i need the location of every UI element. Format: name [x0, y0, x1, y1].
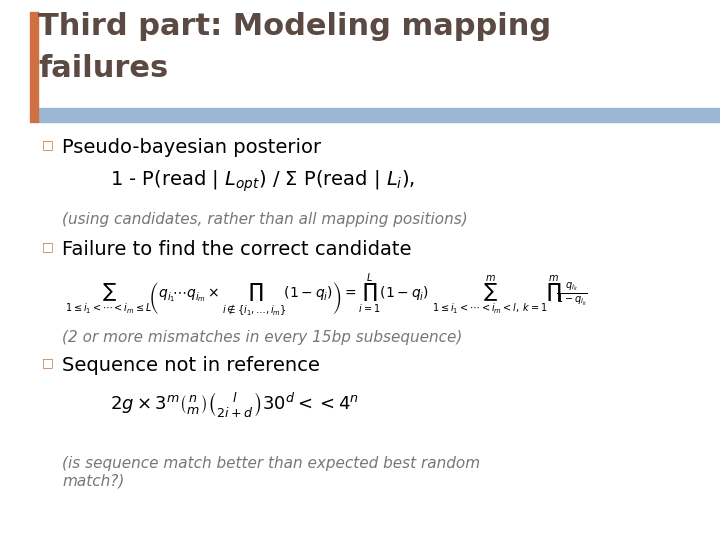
- Text: □: □: [42, 240, 54, 253]
- Bar: [38, 108, 720, 122]
- Text: Failure to find the correct candidate: Failure to find the correct candidate: [62, 240, 412, 259]
- Text: failures: failures: [38, 54, 168, 83]
- Text: (2 or more mismatches in every 15bp subsequence): (2 or more mismatches in every 15bp subs…: [62, 330, 462, 345]
- Text: □: □: [42, 356, 54, 369]
- Text: Third part: Modeling mapping: Third part: Modeling mapping: [38, 12, 551, 41]
- Text: Pseudo-bayesian posterior: Pseudo-bayesian posterior: [62, 138, 321, 157]
- Text: $\sum_{1\leq i_1<\cdots<i_m\leq L}\!\left(q_{i_1}\!\cdots q_{i_m}\times\prod_{i\: $\sum_{1\leq i_1<\cdots<i_m\leq L}\!\lef…: [65, 272, 588, 319]
- Bar: [30, 12, 38, 122]
- Text: □: □: [42, 138, 54, 151]
- Text: $2g\times 3^m\binom{n}{m}\binom{l}{2i+d}30^d << 4^n$: $2g\times 3^m\binom{n}{m}\binom{l}{2i+d}…: [110, 390, 359, 419]
- Text: 1 - P(read | $L_{opt}$) / $\Sigma$ P(read | $L_i$),: 1 - P(read | $L_{opt}$) / $\Sigma$ P(rea…: [110, 168, 415, 193]
- Text: (is sequence match better than expected best random
match?): (is sequence match better than expected …: [62, 456, 480, 488]
- Text: Sequence not in reference: Sequence not in reference: [62, 356, 320, 375]
- Text: (using candidates, rather than all mapping positions): (using candidates, rather than all mappi…: [62, 212, 468, 227]
